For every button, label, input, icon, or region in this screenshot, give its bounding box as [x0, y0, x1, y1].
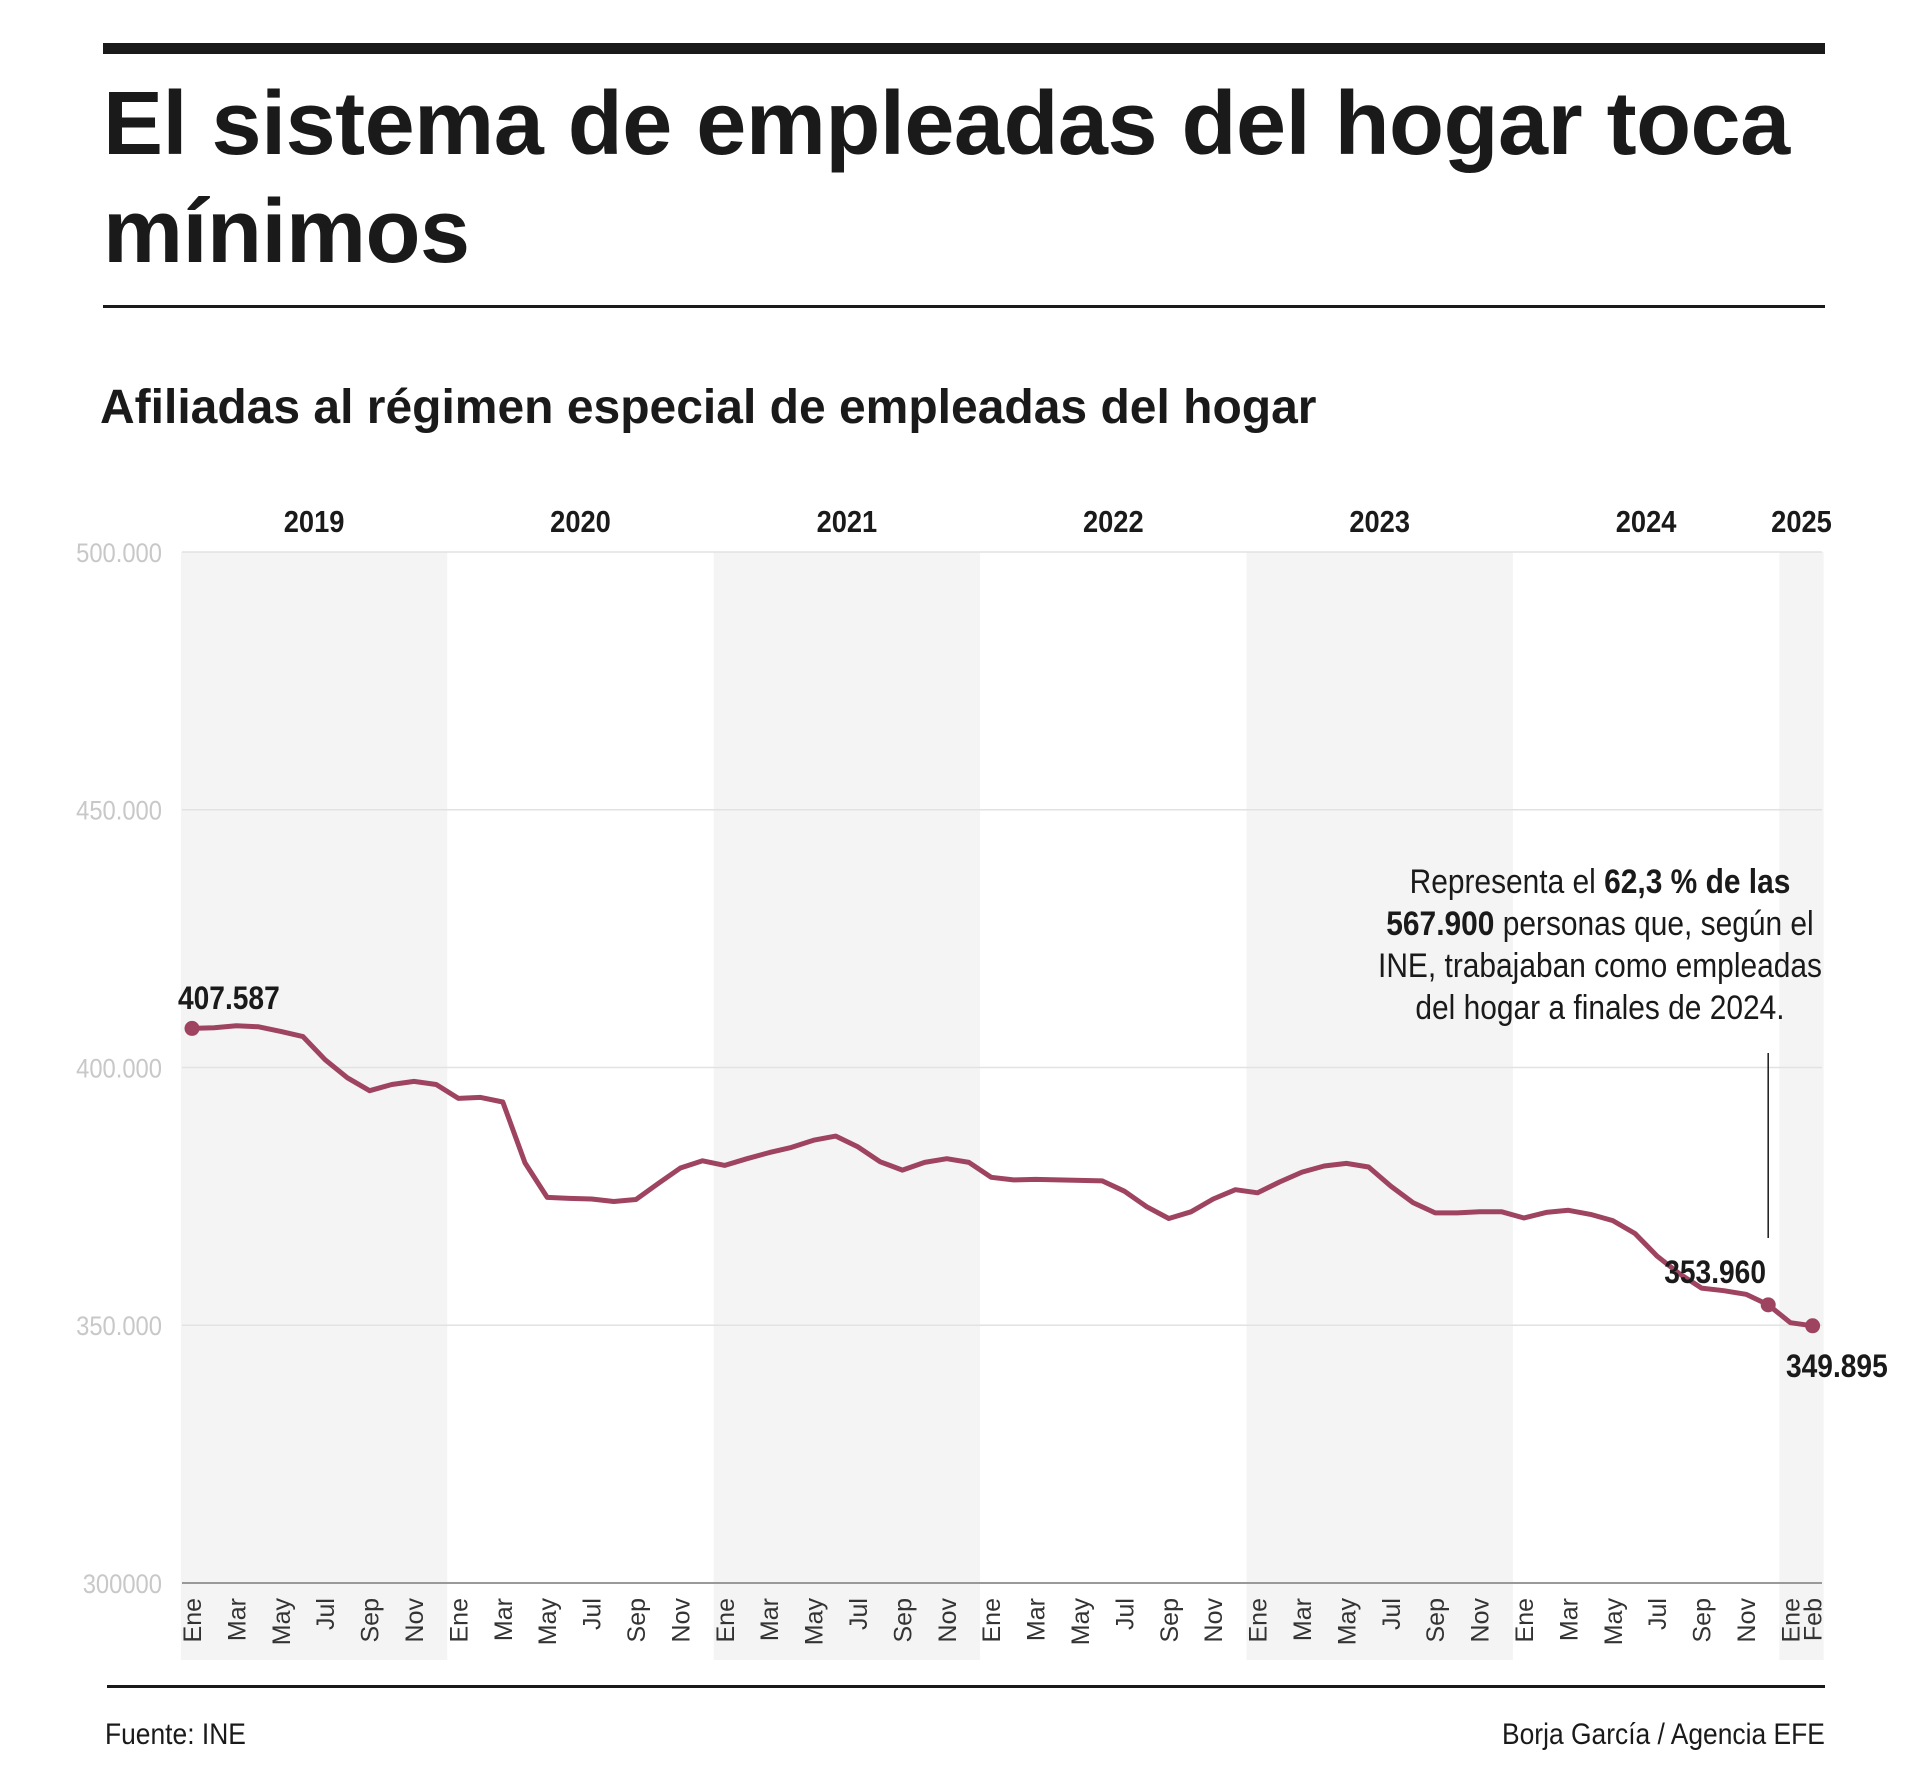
month-label: Jul: [312, 1598, 340, 1630]
month-label: Sep: [357, 1598, 385, 1642]
month-label: Nov: [934, 1598, 962, 1643]
grid-lines: [182, 551, 1822, 1584]
month-label: Mar: [1555, 1598, 1583, 1641]
page-title: El sistema de empleadas del hogar toca m…: [103, 74, 1790, 282]
bottom-rule: [107, 1685, 1825, 1688]
y-tick-label: 400.000: [76, 1054, 162, 1084]
annotation-note-line: Representa el 62,3 % de las: [1410, 862, 1791, 900]
month-label: Ene: [978, 1598, 1006, 1642]
y-tick-label: 350.000: [76, 1312, 162, 1342]
top-rule: [103, 43, 1825, 54]
month-label: Sep: [1422, 1598, 1450, 1642]
month-label: Mar: [223, 1598, 251, 1641]
month-label: Mar: [1023, 1598, 1051, 1641]
month-label: Mar: [1289, 1598, 1317, 1641]
month-label: Ene: [179, 1598, 207, 1642]
point-feb-2025: [1805, 1318, 1821, 1334]
year-label-2025: 2025: [1771, 505, 1832, 539]
annotation-note-fragment: del hogar a finales de 2024.: [1415, 988, 1784, 1026]
annotation-note-fragment: personas que, según el: [1494, 904, 1813, 942]
y-tick-label: 450.000: [76, 796, 162, 826]
year-label-2020: 2020: [550, 505, 611, 539]
point-dec-2024: [1760, 1297, 1776, 1313]
month-label: Ene: [712, 1598, 740, 1642]
start-value-label: 407.587: [178, 981, 280, 1016]
annotations: 407.587 353.960 349.895 Representa el 62,3 …: [178, 862, 1888, 1384]
year-label-2019: 2019: [284, 505, 345, 539]
month-label: Nov: [1733, 1598, 1761, 1643]
year-band-2019: [180, 552, 448, 1660]
month-label: May: [1333, 1598, 1361, 1646]
year-band-2025: [1779, 552, 1824, 1660]
month-label: Feb: [1800, 1598, 1828, 1641]
month-label: Nov: [1200, 1598, 1228, 1643]
month-label: Jul: [1644, 1598, 1672, 1630]
point-start: [184, 1020, 200, 1036]
annotation-note-fragment: 62,3 % de las: [1604, 862, 1790, 900]
month-label: Mar: [756, 1598, 784, 1641]
month-label: Sep: [889, 1598, 917, 1642]
month-label: May: [268, 1598, 296, 1646]
month-label: Sep: [623, 1598, 651, 1642]
month-label: Sep: [1689, 1598, 1717, 1642]
year-bands: [180, 552, 1824, 1660]
y-tick-label: 300000: [83, 1570, 162, 1600]
year-band-2021: [713, 552, 981, 1660]
month-label: Ene: [1777, 1598, 1805, 1642]
year-label-2022: 2022: [1083, 505, 1144, 539]
month-label: Nov: [667, 1598, 695, 1643]
month-label: May: [1067, 1598, 1095, 1646]
series-line: [189, 1023, 1816, 1329]
year-label-2024: 2024: [1616, 505, 1677, 539]
month-label: May: [534, 1598, 562, 1646]
year-labels: 2019 2020 2021 2022 2023 2024 2025: [284, 505, 1832, 539]
month-label: May: [1600, 1598, 1628, 1646]
y-tick-label: 500.000: [76, 539, 162, 569]
month-label: Jul: [1378, 1598, 1406, 1630]
annotation-note-fragment: 567.900: [1386, 904, 1494, 942]
annotation-note-line: 567.900 personas que, según el: [1386, 904, 1813, 942]
annotation-note-line: INE, trabajaban como empleadas: [1378, 946, 1822, 984]
annotation-note-line: del hogar a finales de 2024.: [1415, 988, 1784, 1026]
month-label: May: [801, 1598, 829, 1646]
month-label: Jul: [845, 1598, 873, 1630]
dec-2024-value-label: 353.960: [1664, 1255, 1766, 1290]
feb-2025-value-label: 349.895: [1786, 1349, 1888, 1384]
month-label: Ene: [445, 1598, 473, 1642]
y-axis: 500.000 450.000 400.000 350.000 300000: [76, 539, 162, 1600]
title-rule: [103, 305, 1825, 308]
month-labels: Ene Mar May Jul Sep Nov Ene Mar May Jul Sep Nov Ene M…: [179, 1598, 1828, 1646]
credit-text: Borja García / Agencia EFE: [1502, 1718, 1825, 1751]
source-text: Fuente: INE: [105, 1718, 246, 1751]
year-label-2023: 2023: [1349, 505, 1410, 539]
year-label-2021: 2021: [817, 505, 878, 539]
month-label: Sep: [1156, 1598, 1184, 1642]
chart-subtitle: Afiliadas al régimen especial de emplead…: [100, 381, 1317, 434]
month-label: Nov: [401, 1598, 429, 1643]
month-label: Ene: [1511, 1598, 1539, 1642]
month-label: Jul: [1111, 1598, 1139, 1630]
annotation-note-fragment: Representa el: [1410, 862, 1605, 900]
month-label: Ene: [1245, 1598, 1273, 1642]
year-band-2023: [1246, 552, 1513, 1660]
month-label: Mar: [490, 1598, 518, 1641]
series: [184, 1020, 1821, 1334]
month-label: Nov: [1467, 1598, 1495, 1643]
annotation-note-fragment: INE, trabajaban como empleadas: [1378, 946, 1822, 984]
month-label: Jul: [579, 1598, 607, 1630]
